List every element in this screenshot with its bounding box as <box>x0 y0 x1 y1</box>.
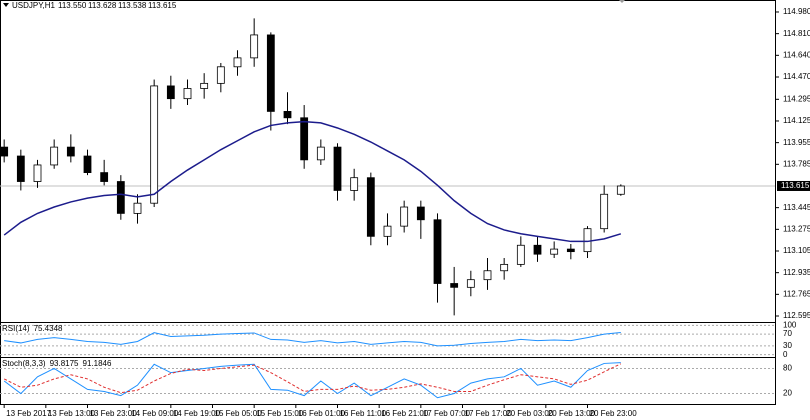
y-tick-label: 70 <box>783 329 792 338</box>
indicator-value: 75.4348 <box>34 324 63 333</box>
candle-body <box>516 244 525 265</box>
candle-body <box>266 34 275 112</box>
candle-body <box>433 219 442 284</box>
candle-body <box>500 263 509 272</box>
x-tick-label: 20 Feb 23:00 <box>590 409 638 418</box>
candle-body <box>133 202 142 214</box>
x-tick-label: 16 Feb 01:00 <box>298 409 346 418</box>
candle-body <box>216 66 225 84</box>
indicator-title: Stoch(8,3,3) <box>2 359 46 368</box>
candle-body <box>50 146 59 166</box>
candle-body <box>16 155 25 182</box>
candle-body <box>466 279 475 288</box>
candle-body <box>350 177 359 191</box>
x-tick-label: 15 Feb 15:00 <box>256 409 304 418</box>
candle-body <box>250 34 259 59</box>
y-tick-label: 112.765 <box>783 289 810 298</box>
symbol: USDJPY,H1 <box>12 1 56 10</box>
current-price-box <box>777 180 810 191</box>
candle-body <box>116 181 125 214</box>
current-price-label: 113.615 <box>781 181 810 190</box>
candle-body <box>0 146 9 157</box>
indicator-title: RSI(14) <box>2 324 30 333</box>
candle-body <box>383 225 392 237</box>
quote-value: 113.538 <box>118 1 147 10</box>
y-tick-label: 0 <box>783 350 788 359</box>
y-tick-label: 113.785 <box>783 159 810 168</box>
candle-body <box>300 117 309 161</box>
y-tick-label: 114.295 <box>783 94 810 103</box>
quote-value: 113.550 <box>58 1 87 10</box>
candle-body <box>583 228 592 253</box>
x-tick-label: 14 Feb 09:00 <box>131 409 179 418</box>
candle-body <box>416 206 425 221</box>
x-tick-label: 20 Feb 13:00 <box>548 409 596 418</box>
candle-body <box>66 146 75 157</box>
y-tick-label: 113.445 <box>783 203 810 212</box>
candle-body <box>566 248 575 253</box>
candle-body <box>316 146 325 161</box>
x-tick-label: 13 Feb 23:00 <box>90 409 138 418</box>
candle-body <box>166 85 175 100</box>
indicator-line <box>3 362 621 399</box>
y-tick-label: 114.125 <box>783 116 810 125</box>
x-tick-label: 15 Feb 05:00 <box>215 409 263 418</box>
y-tick-label: 113.275 <box>783 224 810 233</box>
candle-body <box>233 57 242 68</box>
y-tick-label: 114.470 <box>783 72 810 81</box>
candle-body <box>366 177 375 237</box>
y-tick-label: 114.810 <box>783 29 810 38</box>
y-tick-label: 112.935 <box>783 268 810 277</box>
indicator-value: 93.8175 <box>50 359 79 368</box>
candle-body <box>200 82 209 89</box>
y-tick-label: 114.640 <box>783 50 810 59</box>
x-tick-label: 17 Feb 17:00 <box>465 409 513 418</box>
y-tick-label: 112.595 <box>783 311 810 320</box>
x-tick-label: 20 Feb 03:00 <box>506 409 554 418</box>
menu-triangle <box>3 3 9 7</box>
shift-marker <box>619 0 625 3</box>
x-tick-label: 14 Feb 19:00 <box>173 409 221 418</box>
y-tick-label: 114.980 <box>783 7 810 16</box>
x-tick-label: 16 Feb 11:00 <box>340 409 387 418</box>
candle-body <box>183 88 192 100</box>
candle-body <box>83 155 92 174</box>
y-tick-label: 113.105 <box>783 246 810 255</box>
x-tick-label: 16 Feb 21:00 <box>381 409 429 418</box>
y-tick-label: 20 <box>783 389 792 398</box>
frame <box>0 0 776 405</box>
quote-value: 113.628 <box>88 1 117 10</box>
x-tick-label: 17 Feb 07:00 <box>423 409 471 418</box>
candle-body <box>616 185 625 195</box>
candle-body <box>483 270 492 281</box>
indicator-value: 91.1846 <box>83 359 112 368</box>
y-tick-label: 30 <box>783 341 792 350</box>
candle-body <box>33 164 42 182</box>
candle-body <box>283 111 292 119</box>
y-tick-label: 100 <box>783 320 797 329</box>
quote-value: 113.615 <box>148 1 177 10</box>
x-tick-label: 13 Feb 2017 <box>6 409 51 418</box>
candle-body <box>100 172 109 182</box>
indicator-line <box>3 363 622 394</box>
candle-body <box>150 85 159 204</box>
candle-body <box>333 146 342 191</box>
y-tick-label: 80 <box>783 364 792 373</box>
candle-body <box>533 244 542 255</box>
moving-average <box>3 120 622 243</box>
y-tick-label: 113.955 <box>783 138 810 147</box>
x-tick-label: 13 Feb 13:00 <box>48 409 96 418</box>
indicator-line <box>4 332 621 347</box>
candle-body <box>600 193 609 230</box>
candle-body <box>450 283 459 288</box>
candle-body <box>550 248 559 255</box>
candle-body <box>400 206 409 227</box>
